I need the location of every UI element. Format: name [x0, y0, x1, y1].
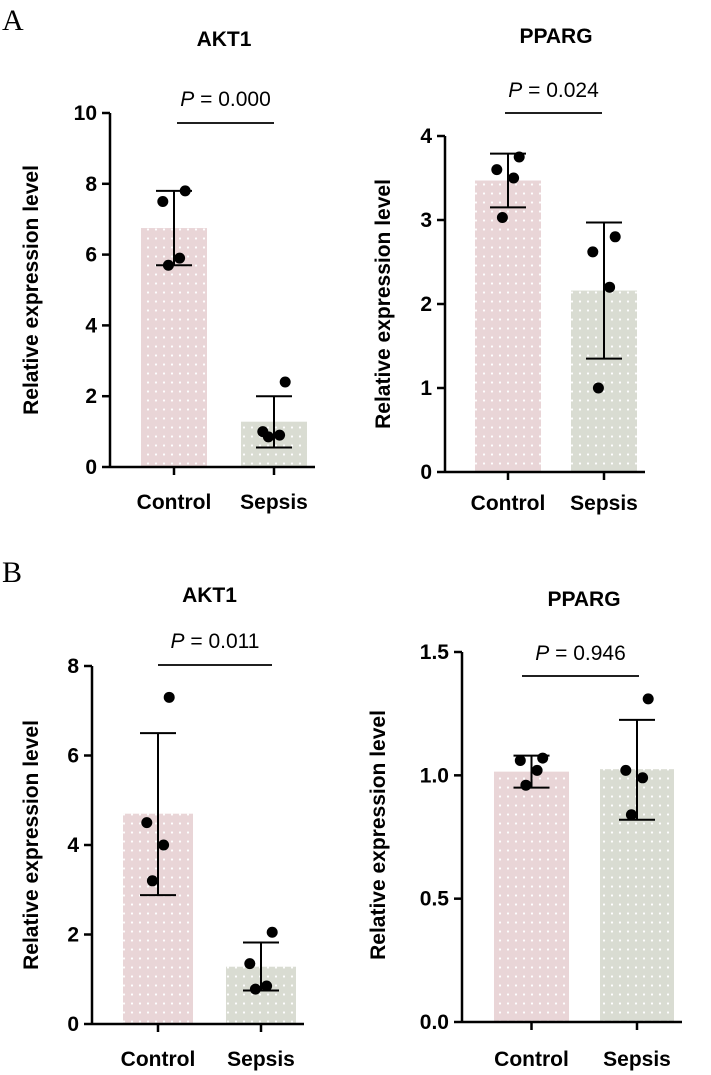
p-value-text: = 0.011	[185, 630, 260, 653]
data-point	[266, 926, 278, 938]
p-value-label: P = 0.024	[508, 79, 599, 102]
error-bar-control	[140, 732, 176, 897]
category-label: Sepsis	[570, 492, 638, 515]
data-point	[279, 376, 291, 388]
y-tick-label: 1.5	[420, 641, 450, 664]
y-tick-label: 2	[420, 293, 432, 316]
data-point	[146, 875, 158, 887]
chart-title: PPARG	[519, 25, 592, 48]
data-point	[637, 772, 649, 784]
data-point	[508, 172, 520, 184]
p-value-symbol: P	[508, 79, 522, 102]
error-bar-sepsis	[243, 941, 279, 992]
error-bar-sepsis	[619, 718, 655, 821]
data-point	[157, 196, 169, 207]
category-label: Sepsis	[240, 491, 308, 514]
y-axis-label: Relative expression level	[20, 165, 43, 415]
data-point	[244, 958, 256, 970]
chart-a-pparg: 0 1 2 3 4 Control Sepsis PPARG Relative expressi…	[372, 25, 645, 515]
p-value-label: P = 0.011	[171, 630, 260, 653]
p-value-text: = 0.024	[522, 79, 599, 102]
category-label: Control	[494, 1048, 569, 1071]
error-bar-sepsis	[586, 221, 622, 360]
p-value-label: P = 0.946	[535, 642, 626, 665]
y-tick-label: 6	[85, 244, 97, 267]
y-axis-label: Relative expression level	[20, 720, 43, 970]
p-value-symbol: P	[535, 642, 549, 665]
panel-label-b: B	[2, 556, 22, 589]
data-point	[642, 693, 654, 705]
p-value-label: P = 0.000	[180, 88, 271, 111]
p-value-text: = 0.946	[549, 642, 625, 665]
data-point	[141, 817, 153, 829]
category-label: Sepsis	[603, 1048, 671, 1071]
y-tick-label: 1.0	[420, 764, 449, 787]
data-point	[162, 259, 174, 271]
data-point	[262, 431, 274, 443]
data-point	[174, 252, 186, 264]
y-tick-label: 0	[85, 456, 97, 479]
data-point	[274, 429, 286, 441]
chart-b-pparg: 0.0 0.5 1.0 1.5 Control Sepsis PPARG Relative e…	[367, 588, 682, 1071]
panel-label-a: A	[2, 4, 24, 37]
bar-control	[494, 771, 569, 1022]
y-tick-label: 4	[67, 834, 79, 857]
category-label: Sepsis	[227, 1048, 295, 1071]
y-axis-label: Relative expression level	[367, 710, 390, 960]
category-label: Control	[121, 1048, 196, 1071]
chart-title: AKT1	[197, 28, 252, 51]
data-point	[179, 185, 191, 197]
data-point	[537, 752, 549, 764]
chart-title: AKT1	[182, 584, 237, 607]
bar-control	[475, 180, 541, 472]
data-point	[496, 211, 508, 223]
data-point	[604, 281, 616, 293]
data-point	[592, 382, 604, 394]
y-tick-label: 10	[74, 102, 97, 125]
data-point	[513, 151, 525, 163]
data-point	[514, 755, 526, 767]
category-label: Control	[137, 491, 212, 514]
data-point	[491, 164, 503, 176]
data-point	[249, 983, 261, 995]
data-point	[261, 980, 273, 992]
y-tick-label: 8	[85, 173, 97, 196]
y-tick-label: 0.5	[420, 888, 450, 911]
y-axis-label: Relative expression level	[372, 179, 395, 429]
y-tick-label: 4	[85, 314, 97, 337]
bar-control	[141, 228, 207, 467]
y-tick-label: 6	[67, 745, 79, 768]
data-point	[531, 764, 543, 776]
y-tick-label: 0	[67, 1013, 79, 1036]
category-label: Control	[471, 492, 546, 515]
data-point	[625, 809, 637, 821]
data-point	[587, 246, 599, 258]
chart-b-akt1: 0 2 4 6 8 Control Sepsis AKT1 Relative expressio…	[20, 584, 304, 1071]
y-tick-label: 0.0	[420, 1011, 449, 1034]
y-tick-label: 3	[420, 209, 432, 232]
data-point	[620, 764, 632, 776]
data-point	[163, 691, 175, 703]
y-tick-label: 8	[67, 655, 79, 678]
data-point	[158, 839, 170, 851]
y-tick-label: 2	[67, 924, 79, 947]
y-tick-label: 1	[420, 377, 432, 400]
p-value-symbol: P	[171, 630, 185, 653]
chart-title: PPARG	[547, 588, 620, 611]
p-value-text: = 0.000	[194, 88, 270, 111]
y-tick-label: 0	[420, 461, 432, 484]
chart-a-akt1: 0 2 4 6 8 10 Control Sepsis AKT1 Relative express…	[20, 28, 315, 514]
error-bar-sepsis	[256, 395, 292, 449]
data-point	[520, 779, 532, 791]
y-tick-label: 2	[85, 385, 97, 408]
y-tick-label: 4	[420, 125, 432, 148]
data-point	[609, 231, 621, 243]
p-value-symbol: P	[180, 88, 194, 111]
